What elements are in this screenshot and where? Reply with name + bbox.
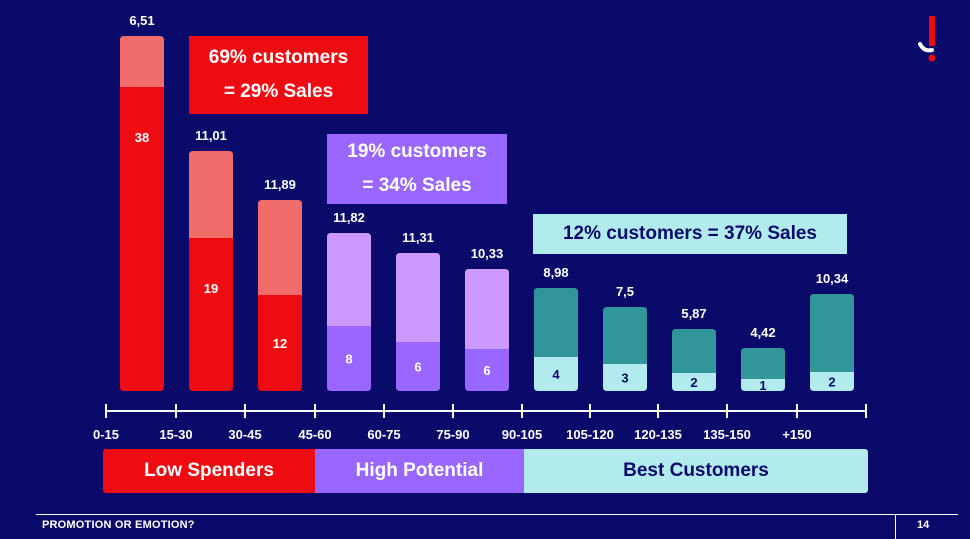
callout-best-customers: 12% customers = 37% Sales: [533, 214, 847, 254]
tick-label-120-135: 120-135: [634, 427, 682, 442]
total-label-15-30: 11,01: [195, 128, 227, 143]
bottom-label-90-105: 4: [552, 367, 560, 382]
segment-low-spenders: Low Spenders: [103, 449, 315, 493]
tick-label-+150: +150: [782, 427, 811, 442]
bar-bottom-105-120: [603, 364, 647, 391]
bar-bottom-30-45: [258, 295, 302, 391]
total-label-135-150: 4,42: [750, 325, 775, 340]
bar-bottom-120-135: [672, 373, 716, 391]
segment-bar: Low Spenders High Potential Best Custome…: [103, 449, 868, 493]
bar-bottom-0-15: [120, 87, 164, 391]
callout-high-potential: 19% customers = 34% Sales: [327, 134, 507, 204]
bar-top-+150: [810, 294, 854, 372]
total-label-60-75: 11,31: [402, 230, 434, 245]
bottom-label-0-15: 38: [135, 130, 149, 145]
total-label-105-120: 7,5: [616, 284, 634, 299]
total-label-120-135: 5,87: [681, 306, 706, 321]
bottom-label-30-45: 12: [273, 336, 287, 351]
callout-high-line1: 19% customers: [347, 141, 487, 162]
tick-label-75-90: 75-90: [436, 427, 469, 442]
bar-top-60-75: [396, 253, 440, 342]
tick-label-135-150: 135-150: [703, 427, 751, 442]
bar-top-45-60: [327, 233, 371, 326]
tick-label-15-30: 15-30: [159, 427, 192, 442]
bar-top-105-120: [603, 307, 647, 364]
total-label-30-45: 11,89: [264, 177, 296, 192]
bottom-label-105-120: 3: [621, 371, 628, 386]
total-label-90-105: 8,98: [543, 265, 568, 280]
bar-bottom-135-150: [741, 379, 785, 391]
callout-low-line1: 69% customers: [208, 47, 349, 68]
bar-top-75-90: [465, 269, 509, 349]
tick-label-105-120: 105-120: [566, 427, 614, 442]
bar-bottom-+150: [810, 372, 854, 391]
bar-bottom-45-60: [327, 326, 371, 391]
footer-title: PROMOTION OR EMOTION?: [42, 519, 195, 531]
bar-top-120-135: [672, 329, 716, 373]
bottom-label-135-150: 1: [759, 378, 766, 393]
bottom-label-120-135: 2: [690, 375, 697, 390]
bar-bottom-15-30: [189, 238, 233, 391]
callout-low-line2: = 29% Sales: [223, 81, 334, 102]
bar-bottom-60-75: [396, 342, 440, 391]
bar-top-0-15: [120, 36, 164, 87]
total-label-75-90: 10,33: [471, 246, 504, 261]
bar-top-90-105: [534, 288, 578, 357]
segment-best-customers: Best Customers: [524, 449, 868, 493]
bottom-label-60-75: 6: [414, 360, 421, 375]
total-label-+150: 10,34: [816, 271, 849, 286]
total-label-0-15: 6,51: [129, 13, 154, 28]
tick-label-0-15: 0-15: [93, 427, 119, 442]
brand-logo-icon: [918, 16, 936, 62]
tick-label-45-60: 45-60: [298, 427, 331, 442]
total-label-45-60: 11,82: [333, 210, 365, 225]
bar-top-135-150: [741, 348, 785, 379]
bar-bottom-90-105: [534, 357, 578, 391]
bar-bottom-75-90: [465, 349, 509, 391]
bar-top-15-30: [189, 151, 233, 238]
callout-low-spenders: 69% customers = 29% Sales: [189, 36, 368, 114]
footer-vertical-divider: [895, 514, 896, 539]
bottom-label-15-30: 19: [204, 281, 218, 296]
callout-high-line2: = 34% Sales: [362, 175, 472, 196]
page-number: 14: [917, 519, 930, 531]
tick-label-60-75: 60-75: [367, 427, 400, 442]
tick-label-90-105: 90-105: [502, 427, 542, 442]
bottom-label-45-60: 8: [345, 352, 352, 367]
footer-divider: [36, 514, 958, 515]
segment-high-potential: High Potential: [315, 449, 524, 493]
bottom-label-75-90: 6: [483, 363, 490, 378]
callout-best-line: 12% customers = 37% Sales: [562, 223, 817, 244]
tick-label-30-45: 30-45: [228, 427, 261, 442]
bottom-label-+150: 2: [828, 375, 835, 390]
bar-top-30-45: [258, 200, 302, 295]
